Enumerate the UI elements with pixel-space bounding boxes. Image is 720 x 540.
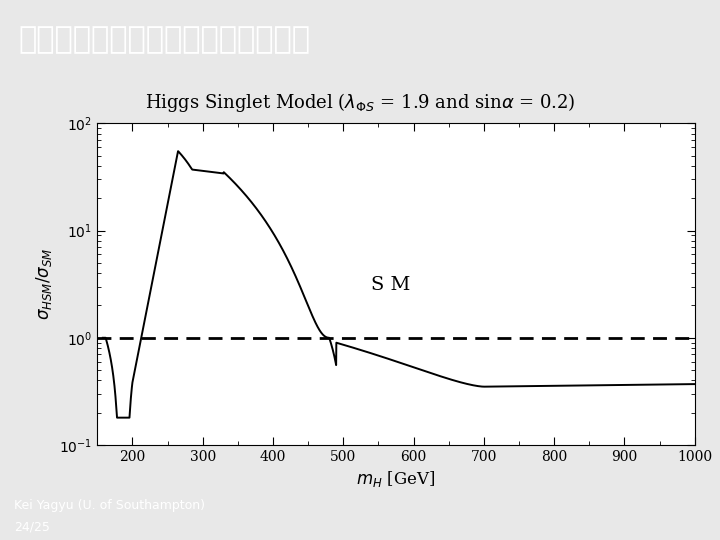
Text: Higgs Singlet Model ($\lambda_{\Phi S}$ = 1.9 and sin$\alpha$ = 0.2): Higgs Singlet Model ($\lambda_{\Phi S}$ … <box>145 91 575 114</box>
Y-axis label: $\sigma_{HSM}/\sigma_{SM}$: $\sigma_{HSM}/\sigma_{SM}$ <box>34 248 53 320</box>
Text: S M: S M <box>372 276 411 294</box>
X-axis label: $m_H$ [GeV]: $m_H$ [GeV] <box>356 469 436 489</box>
Text: ヒッグス対生成に対するインパクト: ヒッグス対生成に対するインパクト <box>18 25 310 55</box>
Text: Kei Yagyu (U. of Southampton): Kei Yagyu (U. of Southampton) <box>14 500 205 512</box>
Text: 24/25: 24/25 <box>14 520 50 533</box>
